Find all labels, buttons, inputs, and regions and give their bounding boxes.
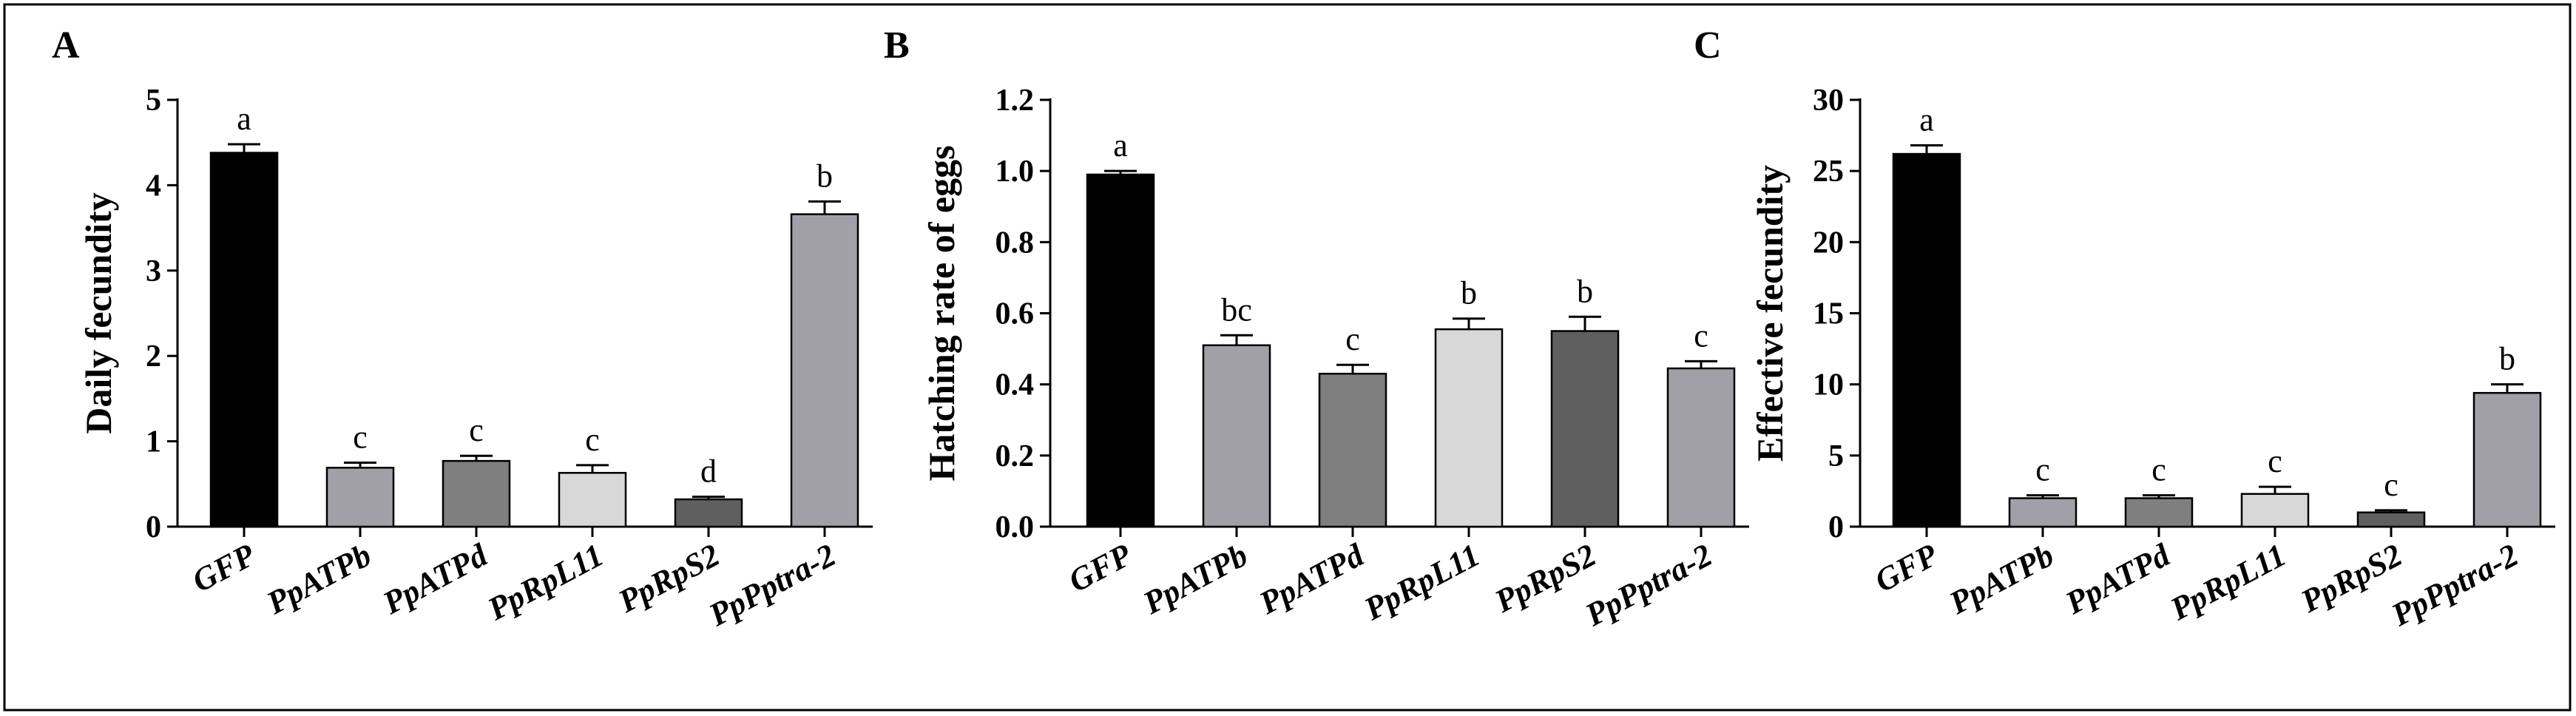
significance-label: c bbox=[2035, 452, 2050, 488]
y-tick-label: 10 bbox=[1813, 368, 1844, 402]
y-tick-label: 2 bbox=[146, 340, 161, 374]
significance-label: d bbox=[700, 453, 717, 490]
bar bbox=[1550, 330, 1620, 528]
bar bbox=[1434, 328, 1504, 528]
bar bbox=[558, 472, 627, 528]
significance-label: c bbox=[2268, 443, 2282, 479]
panel-letter: B bbox=[884, 24, 910, 67]
bar bbox=[2124, 497, 2194, 528]
significance-label: b bbox=[2499, 341, 2515, 377]
y-tick-label: 1.0 bbox=[995, 155, 1035, 189]
bar bbox=[790, 213, 859, 528]
bar bbox=[1318, 372, 1387, 528]
bar bbox=[1202, 344, 1271, 528]
y-tick-label: 30 bbox=[1813, 84, 1844, 118]
significance-label: c bbox=[469, 412, 484, 448]
y-tick-label: 3 bbox=[146, 254, 161, 288]
significance-label: c bbox=[2151, 452, 2166, 488]
bar bbox=[674, 498, 743, 528]
figure-border bbox=[3, 3, 2572, 712]
y-tick-label: 25 bbox=[1813, 155, 1844, 189]
y-tick-label: 1 bbox=[146, 425, 161, 459]
y-axis-title: Effective fecundity bbox=[1749, 165, 1791, 462]
y-tick-label: 5 bbox=[1828, 439, 1844, 473]
bar bbox=[209, 152, 279, 528]
significance-label: c bbox=[353, 419, 368, 455]
panel-letter: A bbox=[52, 24, 80, 67]
bar bbox=[2356, 511, 2426, 528]
y-tick-label: 15 bbox=[1813, 297, 1844, 331]
y-tick-label: 0 bbox=[1828, 510, 1844, 544]
significance-label: c bbox=[585, 422, 600, 458]
y-tick-label: 4 bbox=[146, 169, 161, 203]
bar bbox=[442, 459, 511, 528]
y-tick-label: 0.8 bbox=[995, 226, 1035, 260]
panel-letter: C bbox=[1694, 24, 1722, 67]
significance-label: a bbox=[237, 101, 251, 137]
y-axis-title: Hatching rate of eggs bbox=[921, 145, 962, 481]
y-tick-label: 5 bbox=[146, 84, 161, 118]
y-tick-label: 0 bbox=[146, 510, 161, 544]
y-tick-label: 0.2 bbox=[995, 439, 1035, 473]
significance-label: b bbox=[817, 158, 833, 194]
bar bbox=[2008, 497, 2078, 528]
bar bbox=[2240, 493, 2310, 528]
y-axis-title: Daily fecundity bbox=[78, 192, 119, 433]
significance-label: bc bbox=[1221, 291, 1252, 328]
y-tick-label: 0.0 bbox=[995, 510, 1035, 544]
y-tick-label: 20 bbox=[1813, 226, 1844, 260]
y-tick-label: 0.4 bbox=[995, 368, 1035, 402]
bar bbox=[2472, 391, 2542, 528]
y-tick-label: 0.6 bbox=[995, 297, 1035, 331]
significance-label: a bbox=[1919, 102, 1934, 138]
bar bbox=[1086, 173, 1155, 528]
significance-label: b bbox=[1577, 273, 1593, 309]
y-tick-label: 1.2 bbox=[995, 84, 1035, 118]
bar bbox=[325, 467, 395, 528]
significance-label: b bbox=[1461, 275, 1477, 311]
significance-label: c bbox=[1694, 317, 1708, 354]
bar bbox=[1666, 367, 1736, 528]
significance-label: c bbox=[1345, 321, 1360, 357]
significance-label: a bbox=[1113, 127, 1128, 163]
bar bbox=[1892, 152, 1961, 528]
significance-label: c bbox=[2384, 467, 2398, 503]
